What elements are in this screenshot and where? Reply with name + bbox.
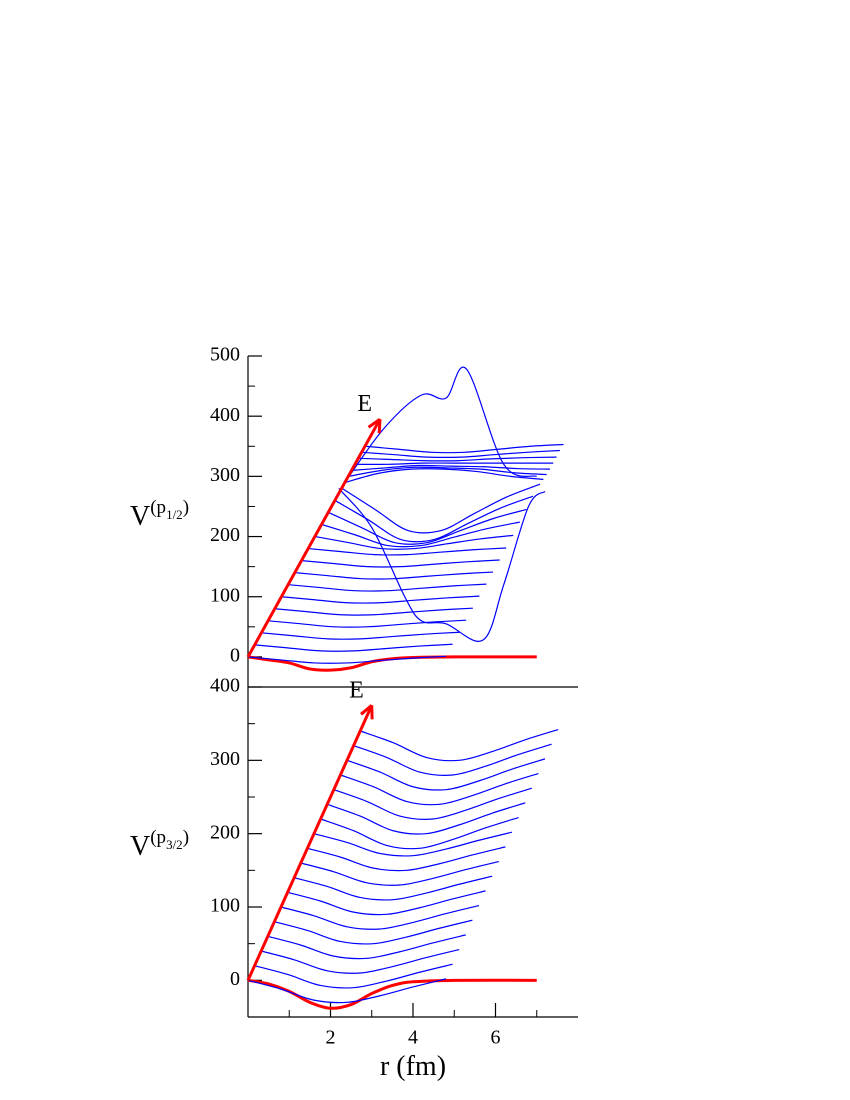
curve <box>267 934 466 960</box>
y-axis-label-part: V <box>130 831 150 862</box>
y-tick-label: 300 <box>210 464 240 486</box>
curve <box>346 758 546 791</box>
arrow-head <box>360 704 373 716</box>
y-tick-label: 300 <box>210 748 240 770</box>
x-tick-label: 2 <box>326 1027 336 1049</box>
x-tick-label: 6 <box>491 1027 501 1049</box>
curve <box>261 948 460 974</box>
y-axis-label-part: (p <box>150 497 166 518</box>
curve <box>341 483 541 534</box>
curve <box>281 595 480 604</box>
curve <box>288 583 487 592</box>
curve <box>247 655 537 672</box>
y-tick-label: 400 <box>210 404 240 426</box>
curve <box>280 904 480 930</box>
y-tick-label: 0 <box>230 645 240 667</box>
curve <box>294 875 493 901</box>
curve <box>334 495 534 543</box>
y-axis-label-part: ) <box>183 497 189 518</box>
curve <box>326 802 526 835</box>
curve <box>247 655 447 664</box>
x-tick-label: 4 <box>408 1027 418 1049</box>
curve <box>351 464 550 471</box>
curve <box>355 462 554 466</box>
curve <box>261 631 460 640</box>
curve <box>247 978 537 1010</box>
curve <box>344 366 537 483</box>
curve <box>313 831 513 857</box>
y-axis-label-part: ) <box>183 827 189 848</box>
curve <box>333 787 532 820</box>
curve <box>301 559 500 568</box>
y-axis-label-part: 1/2 <box>166 507 183 522</box>
arrow <box>246 418 382 658</box>
y-tick-label: 400 <box>210 675 240 697</box>
x-axis-label: r (fm) <box>380 1051 446 1082</box>
y-tick-label: 100 <box>210 584 240 606</box>
y-tick-label: 100 <box>210 895 240 917</box>
curve <box>268 619 467 628</box>
curve <box>358 456 557 462</box>
curve <box>254 963 453 989</box>
arrow-head <box>367 417 381 429</box>
curve <box>359 728 559 762</box>
curve <box>247 978 447 1004</box>
y-tick-label: 500 <box>210 344 240 366</box>
y-axis-label-part: V <box>130 501 150 532</box>
curve <box>307 846 506 872</box>
arrow-head <box>377 419 382 434</box>
curve <box>365 443 564 454</box>
y-axis-label: V(p1/2) <box>130 497 189 532</box>
curve <box>287 890 486 916</box>
curve <box>338 488 546 642</box>
y-axis-label: V(p3/2) <box>130 827 189 862</box>
curve <box>320 816 519 850</box>
y-axis-label-part: (p <box>150 827 166 848</box>
curve <box>348 466 547 477</box>
y-tick-label: 200 <box>210 821 240 843</box>
curve <box>274 919 473 945</box>
curve <box>340 772 539 806</box>
arrow-label: E <box>357 391 372 417</box>
curve <box>315 534 514 550</box>
curve <box>361 449 560 459</box>
curve <box>294 571 494 580</box>
arrow-label: E <box>349 677 364 703</box>
curve <box>254 643 453 652</box>
curve <box>353 743 552 776</box>
curve <box>328 508 527 545</box>
y-axis-label-part: 3/2 <box>166 837 183 852</box>
arrow <box>246 704 374 981</box>
curve <box>345 468 544 483</box>
curve <box>308 547 507 556</box>
curve <box>321 521 520 548</box>
y-tick-label: 0 <box>230 968 240 990</box>
y-tick-label: 200 <box>210 524 240 546</box>
curve <box>274 607 473 616</box>
curve <box>300 860 499 886</box>
